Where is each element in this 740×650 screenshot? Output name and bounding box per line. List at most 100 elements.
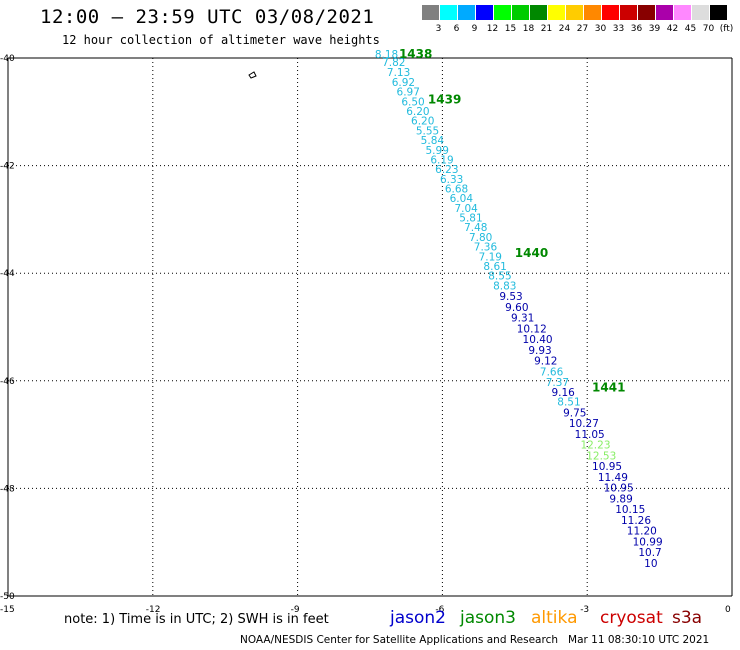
swh-value: 8.83 xyxy=(493,280,516,292)
swh-value: 10.99 xyxy=(633,536,663,548)
swh-value: 9.53 xyxy=(499,291,522,303)
legend-swatch xyxy=(512,5,529,20)
lat-tick-label: -48 xyxy=(0,484,15,494)
legend-swatch xyxy=(422,5,439,20)
legend-swatch xyxy=(566,5,583,20)
legend-swatch xyxy=(638,5,655,20)
swh-value: 6.50 xyxy=(401,96,424,108)
legend-swatch xyxy=(710,5,727,20)
legend-label: 39 xyxy=(648,24,661,34)
lon-tick-label: -6 xyxy=(435,605,444,615)
legend-swatch xyxy=(692,5,709,20)
swh-value: 5.55 xyxy=(416,125,439,137)
legend-swatch xyxy=(440,5,457,20)
swh-value: 10.40 xyxy=(523,334,553,346)
legend-label: (ft) xyxy=(719,24,734,34)
swh-value: 7.82 xyxy=(382,57,405,69)
swh-value: 12.53 xyxy=(586,450,616,462)
swh-value: 10.12 xyxy=(517,323,547,335)
legend-label: 27 xyxy=(576,24,589,34)
legend-label: 42 xyxy=(666,24,679,34)
legend-swatch xyxy=(458,5,475,20)
legend-label: 24 xyxy=(558,24,571,34)
swh-value: 9.12 xyxy=(534,356,557,368)
legend-label: 45 xyxy=(684,24,697,34)
swh-value: 10.15 xyxy=(615,504,645,516)
swh-value: 7.66 xyxy=(540,366,564,378)
swh-value: 7.36 xyxy=(474,242,498,254)
time-label: 1438 xyxy=(399,47,432,61)
swh-value: 6.20 xyxy=(411,116,434,128)
lat-tick-label: -44 xyxy=(0,269,15,279)
legend-swatch xyxy=(674,5,691,20)
time-label: 1439 xyxy=(428,93,461,107)
map-title: 12:00 – 23:59 UTC 03/08/2021 xyxy=(40,6,375,28)
swh-value: 7.04 xyxy=(454,203,478,215)
swh-value: 6.92 xyxy=(392,77,415,89)
swh-value: 9.75 xyxy=(563,407,586,419)
credit-line: NOAA/NESDIS Center for Satellite Applica… xyxy=(240,634,710,646)
legend-label: 9 xyxy=(471,24,478,34)
swh-value: 5.81 xyxy=(459,213,482,225)
lon-tick-label: -12 xyxy=(146,605,161,615)
map-grid xyxy=(7,57,733,597)
lat-tick-label: -50 xyxy=(0,592,15,602)
swh-value: 9.16 xyxy=(551,387,575,399)
swh-value: 9.89 xyxy=(609,493,632,505)
swh-value: 10.95 xyxy=(604,483,634,495)
island-outline xyxy=(248,71,257,79)
swh-value: 7.80 xyxy=(469,232,492,244)
swh-value: 6.20 xyxy=(406,106,429,118)
legend-label: 15 xyxy=(504,24,517,34)
swh-value: 8.51 xyxy=(557,397,580,409)
time-label: 1441 xyxy=(592,381,625,395)
track-times: 1438 1439 1440 1441 xyxy=(399,47,625,395)
legend-swatch xyxy=(530,5,547,20)
legend-label: 12 xyxy=(486,24,499,34)
legend-label: 33 xyxy=(612,24,625,34)
legend-label: 3 xyxy=(435,24,442,34)
satellite-jason3: jason3 xyxy=(460,608,516,628)
legend-swatch xyxy=(584,5,601,20)
swh-value: 9.31 xyxy=(511,313,534,325)
swh-value: 6.23 xyxy=(435,164,458,176)
time-label: 1440 xyxy=(515,246,548,260)
swh-value: 8.55 xyxy=(488,271,511,283)
legend-swatch xyxy=(656,5,673,20)
satellite-s3a: s3a xyxy=(672,608,703,628)
swh-value: 9.93 xyxy=(528,345,551,357)
swh-value: 12.23 xyxy=(580,440,610,452)
swh-value: 10.7 xyxy=(638,547,661,559)
legend-label: 6 xyxy=(453,24,460,34)
swh-value: 6.04 xyxy=(450,193,474,205)
swh-value: 5.84 xyxy=(421,135,445,147)
lat-tick-label: -46 xyxy=(0,377,15,387)
swh-value: 6.97 xyxy=(397,87,420,99)
island-icon xyxy=(248,71,257,79)
legend-swatch xyxy=(476,5,493,20)
swh-value: 7.19 xyxy=(479,251,502,263)
legend-swatch xyxy=(548,5,565,20)
swh-value: 11.26 xyxy=(621,515,651,527)
swh-value: 7.48 xyxy=(464,222,487,234)
legend-label: 18 xyxy=(522,24,535,34)
swh-value: 6.19 xyxy=(430,154,453,166)
legend-label: 21 xyxy=(540,24,553,34)
swh-value: 6.33 xyxy=(440,174,463,186)
legend-swatch xyxy=(602,5,619,20)
swh-value: 5.99 xyxy=(426,145,449,157)
swh-value: 9.60 xyxy=(505,302,528,314)
legend-swatch xyxy=(620,5,637,20)
satellite-jason2: jason2 xyxy=(390,608,446,628)
legend-swatch xyxy=(494,5,511,20)
altimeter-track: 8.187.827.136.926.976.506.206.205.555.84… xyxy=(375,49,663,570)
swh-value: 10 xyxy=(644,558,657,570)
swh-value: 8.61 xyxy=(483,261,506,273)
lon-tick-label: -3 xyxy=(580,605,589,615)
lon-tick-label: -9 xyxy=(291,605,300,615)
swh-value: 10.27 xyxy=(569,418,599,430)
swh-value: 8.18 xyxy=(375,49,398,61)
satellite-cryosat: cryosat xyxy=(600,608,663,628)
lon-tick-label: 0 xyxy=(725,605,731,615)
swh-value: 11.49 xyxy=(598,472,628,484)
